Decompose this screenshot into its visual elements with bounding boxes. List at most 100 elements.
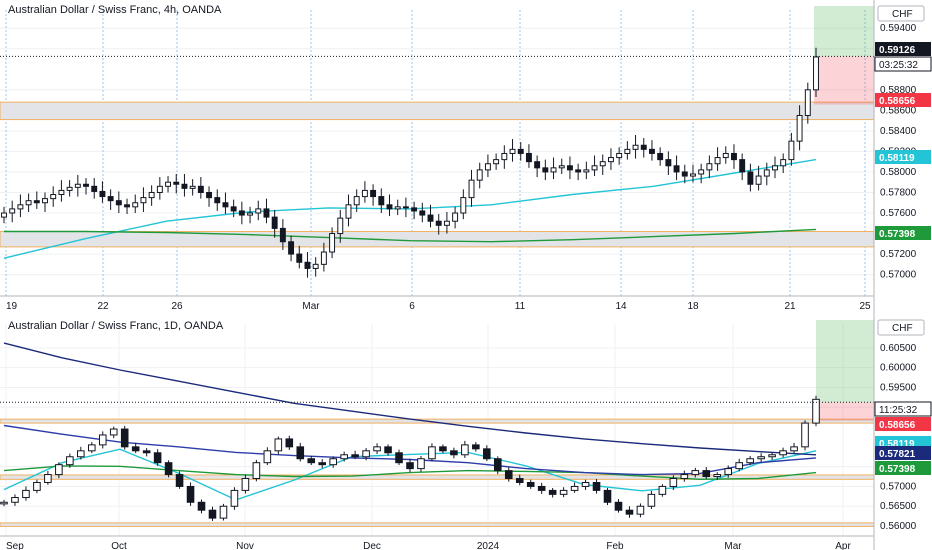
candle-body — [378, 196, 385, 206]
y-tick-label: 0.57000 — [880, 481, 917, 492]
moving-average-line — [4, 228, 817, 243]
candle-body — [197, 501, 206, 511]
candle-body — [801, 422, 809, 448]
candle-body — [395, 452, 403, 464]
candle-body — [731, 152, 737, 161]
candle-body — [131, 446, 140, 452]
candle-body — [247, 212, 254, 216]
candle-body — [107, 196, 114, 202]
y-tick-label: 0.60500 — [880, 343, 917, 354]
position-target-zone — [814, 6, 874, 57]
candle-body — [419, 210, 426, 216]
candle-body — [515, 478, 524, 483]
candle-body — [804, 89, 811, 116]
candle-body — [55, 464, 63, 476]
chart-daily[interactable]: CHF0.605000.600000.595000.590000.575000.… — [0, 316, 932, 550]
zone-rect — [0, 522, 875, 527]
candle-body — [747, 171, 754, 185]
candle-body — [189, 185, 196, 189]
x-tick-label: Sep — [6, 541, 24, 550]
candle-body — [706, 163, 713, 171]
x-tick-label: 6 — [409, 301, 415, 312]
chart-4h[interactable]: CHF0.594000.592000.588000.586000.584000.… — [0, 0, 932, 316]
candle-body — [484, 163, 491, 171]
x-tick-label: Mar — [302, 301, 320, 312]
candle-body — [411, 207, 418, 212]
candle-body — [461, 444, 469, 456]
candle-body — [558, 165, 565, 169]
candle-body — [690, 173, 696, 177]
candle-body — [698, 169, 705, 175]
candle-body — [206, 191, 213, 199]
candle-body — [241, 478, 250, 491]
y-tick-label: 0.56000 — [880, 521, 917, 532]
candle-body — [739, 159, 746, 173]
candle-body — [98, 434, 107, 446]
position-stop-zone — [814, 56, 874, 105]
candle-body — [164, 462, 173, 476]
candle-body — [472, 444, 480, 450]
x-tick-label: 26 — [171, 301, 183, 312]
price-badge — [875, 446, 931, 460]
candle-body — [483, 448, 491, 460]
candle-body — [279, 227, 286, 243]
candle-body — [42, 198, 48, 204]
y-tick-label: 0.60000 — [880, 363, 917, 374]
candle-body — [658, 485, 667, 495]
candle-body — [428, 446, 436, 460]
candle-body — [58, 189, 65, 196]
candle-body — [142, 450, 151, 454]
price-badge-text: 11:25:32 — [879, 405, 918, 416]
candle-body — [632, 144, 639, 150]
candle-body — [550, 167, 557, 173]
candle-body — [77, 450, 85, 458]
x-tick-label: Dec — [363, 541, 381, 550]
candle-body — [406, 462, 414, 470]
y-tick-label: 0.57200 — [880, 249, 917, 260]
candle-body — [307, 458, 316, 464]
candle-body — [548, 489, 557, 495]
candle-body — [603, 489, 612, 503]
candle-body — [427, 214, 434, 222]
candle-body — [0, 501, 8, 505]
candle-body — [735, 462, 743, 470]
y-tick-label: 0.57000 — [880, 270, 917, 281]
candle-body — [329, 233, 336, 253]
x-tick-label: 19 — [6, 301, 18, 312]
price-axis-bg — [874, 316, 932, 550]
candle-body — [252, 462, 261, 480]
zone-rect — [0, 101, 875, 121]
candle-body — [746, 458, 754, 464]
candle-body — [713, 474, 722, 478]
candle-body — [599, 161, 606, 167]
currency-box — [877, 5, 925, 22]
x-tick-label: 25 — [859, 301, 871, 312]
candle-body — [647, 493, 656, 507]
candle-body — [714, 157, 721, 165]
candle-body — [186, 485, 195, 503]
candle-body — [384, 446, 392, 454]
candle-body — [222, 202, 229, 208]
candle-body — [583, 169, 590, 173]
candle-body — [616, 152, 623, 159]
candle-body — [173, 181, 180, 185]
candle-body — [525, 152, 532, 163]
price-badge-text: 0.57398 — [879, 464, 916, 475]
candle-body — [673, 165, 680, 173]
candle-body — [337, 217, 344, 235]
y-tick-label: 0.56500 — [880, 501, 917, 512]
candle-body — [680, 474, 689, 480]
candle-body — [320, 251, 327, 265]
candle-body — [591, 165, 598, 171]
chart-daily-title: Australian Dollar / Swiss Franc, 1D, OAN… — [8, 320, 224, 332]
candle-body — [312, 263, 319, 269]
moving-average-line — [3, 342, 817, 456]
candle-body — [537, 485, 546, 491]
candle-body — [50, 194, 57, 200]
candle-body — [504, 470, 513, 480]
candle-body — [109, 428, 118, 436]
candle-body — [517, 148, 524, 154]
candle-body — [263, 450, 272, 464]
candle-body — [772, 165, 778, 171]
price-badge — [875, 150, 931, 164]
